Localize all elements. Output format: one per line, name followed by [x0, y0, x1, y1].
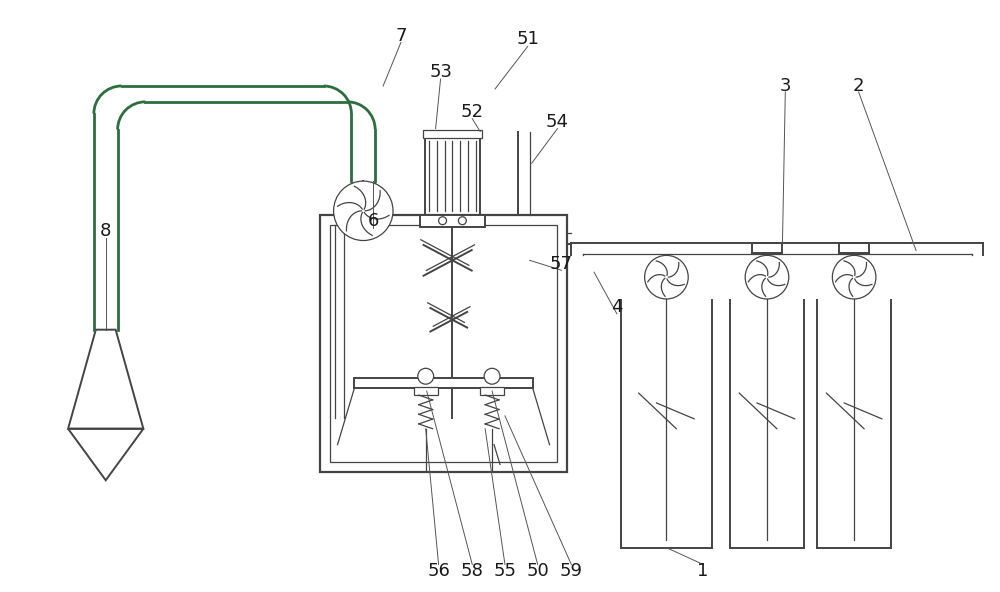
Bar: [354, 378, 533, 388]
Text: 7: 7: [395, 27, 407, 46]
Text: 58: 58: [461, 562, 484, 580]
Circle shape: [418, 368, 434, 384]
Text: 55: 55: [493, 562, 516, 580]
Text: 50: 50: [526, 562, 549, 580]
Circle shape: [439, 217, 447, 225]
Bar: [420, 215, 485, 227]
Circle shape: [334, 181, 393, 240]
Text: 4: 4: [611, 298, 623, 316]
Text: 2: 2: [853, 77, 864, 95]
Bar: [752, 243, 782, 253]
Circle shape: [745, 255, 789, 299]
Circle shape: [484, 368, 500, 384]
Circle shape: [458, 217, 466, 225]
Bar: [425, 137, 480, 215]
Text: 57: 57: [550, 255, 573, 274]
Circle shape: [645, 255, 688, 299]
Text: 52: 52: [461, 103, 484, 121]
Bar: [320, 215, 567, 472]
Text: 6: 6: [368, 212, 379, 230]
Bar: [414, 387, 438, 395]
Text: 53: 53: [429, 63, 452, 81]
Text: 51: 51: [516, 30, 539, 49]
Bar: [423, 130, 482, 137]
Text: 56: 56: [427, 562, 450, 580]
Bar: [480, 387, 504, 395]
Bar: [330, 225, 557, 462]
Circle shape: [832, 255, 876, 299]
Text: 1: 1: [697, 562, 709, 580]
Text: 54: 54: [546, 112, 569, 131]
Text: 3: 3: [780, 77, 791, 95]
Text: 8: 8: [100, 221, 111, 240]
Text: 59: 59: [560, 562, 583, 580]
Bar: [839, 243, 869, 253]
